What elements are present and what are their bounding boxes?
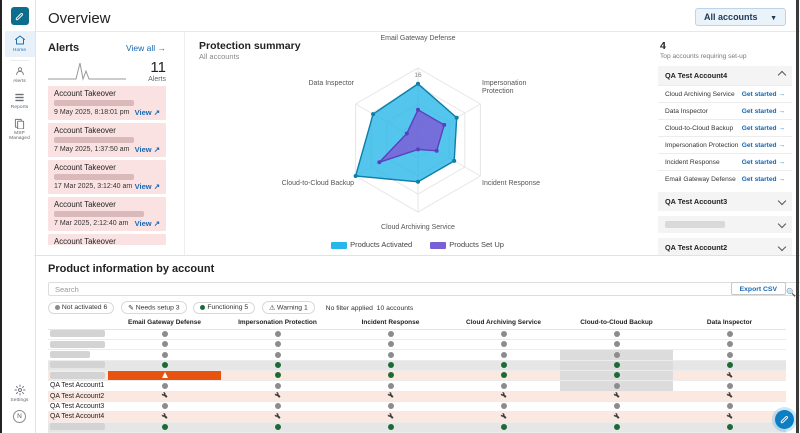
svg-text:16: 16 (414, 72, 422, 79)
